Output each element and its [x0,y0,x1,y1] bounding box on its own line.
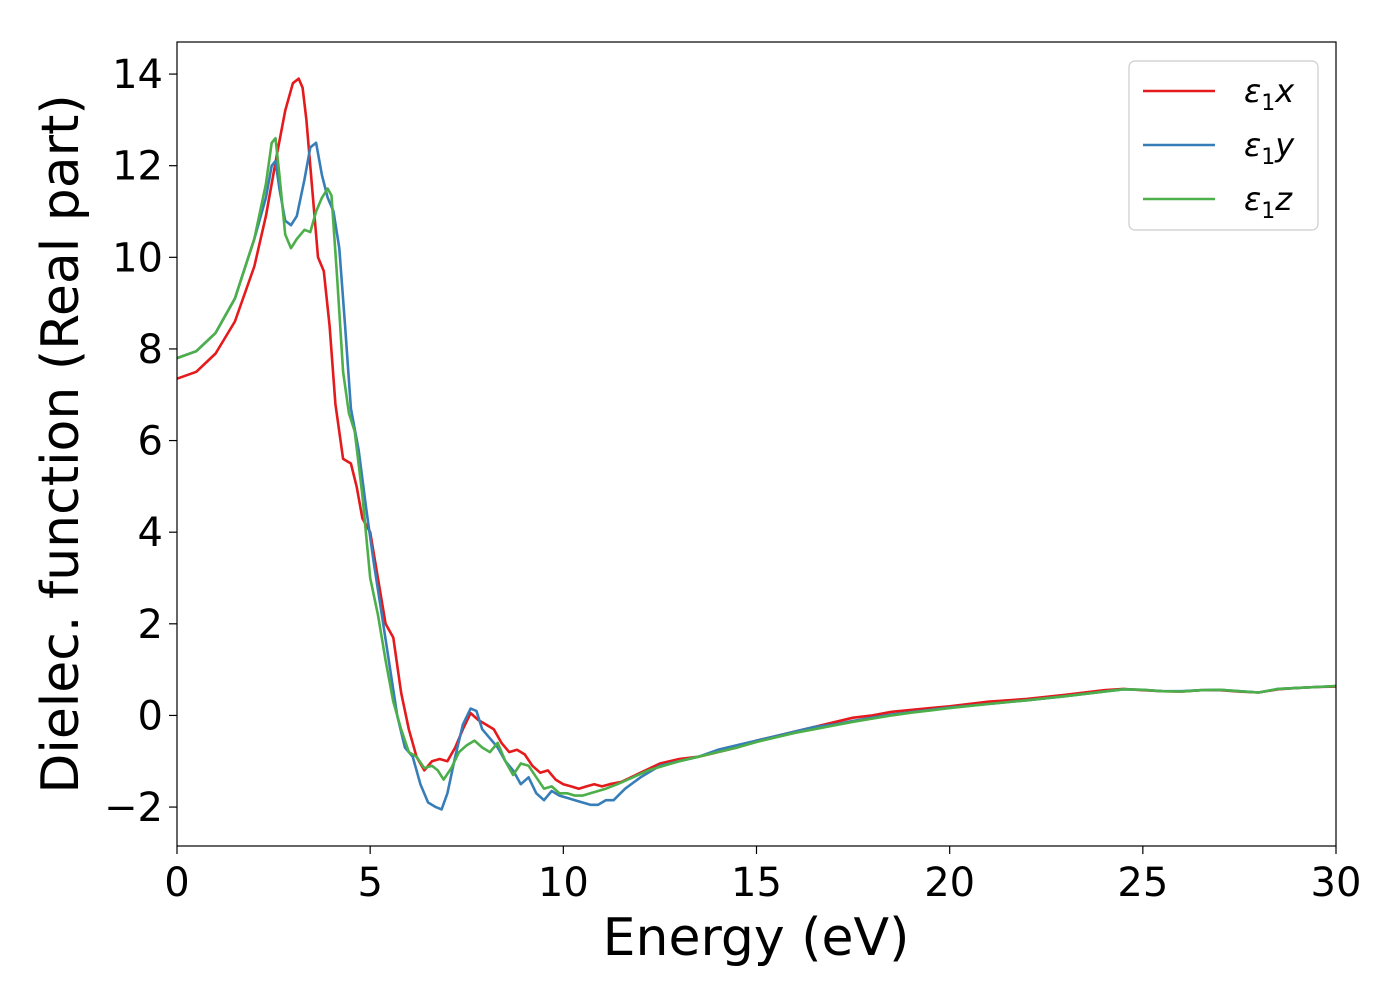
x-tick-label: 0 [164,860,189,906]
y-tick-label: −2 [104,785,163,831]
legend-label-x: ε1x [1244,72,1295,116]
y-tick-label: 4 [138,510,163,556]
x-axis-label: Energy (eV) [603,908,910,968]
y-tick-label: 14 [112,52,163,98]
legend: ε1x ε1y ε1z [1128,60,1319,231]
series-line-z [177,136,1336,797]
x-tick-label: 20 [924,860,975,906]
legend-label-y: ε1y [1244,126,1295,170]
y-axis-label: Dielec. function (Real part) [31,94,91,793]
x-axis: 0 5 10 15 20 25 30 [164,846,1361,906]
legend-label-z: ε1z [1244,180,1293,224]
y-tick-label: 6 [138,419,163,465]
legend-box [1128,60,1319,231]
y-tick-label: 12 [112,144,163,190]
x-tick-label: 25 [1117,860,1168,906]
y-tick-label: 8 [138,327,163,373]
plot-lines [177,77,1336,811]
y-tick-label: 0 [138,693,163,739]
x-tick-label: 5 [357,860,382,906]
y-axis: −2 0 2 4 6 8 10 12 14 [104,52,177,831]
x-tick-label: 10 [538,860,589,906]
y-tick-label: 10 [112,235,163,281]
series-line-x [177,77,1336,790]
x-tick-label: 30 [1311,860,1362,906]
x-tick-label: 15 [731,860,782,906]
y-tick-label: 2 [138,602,163,648]
